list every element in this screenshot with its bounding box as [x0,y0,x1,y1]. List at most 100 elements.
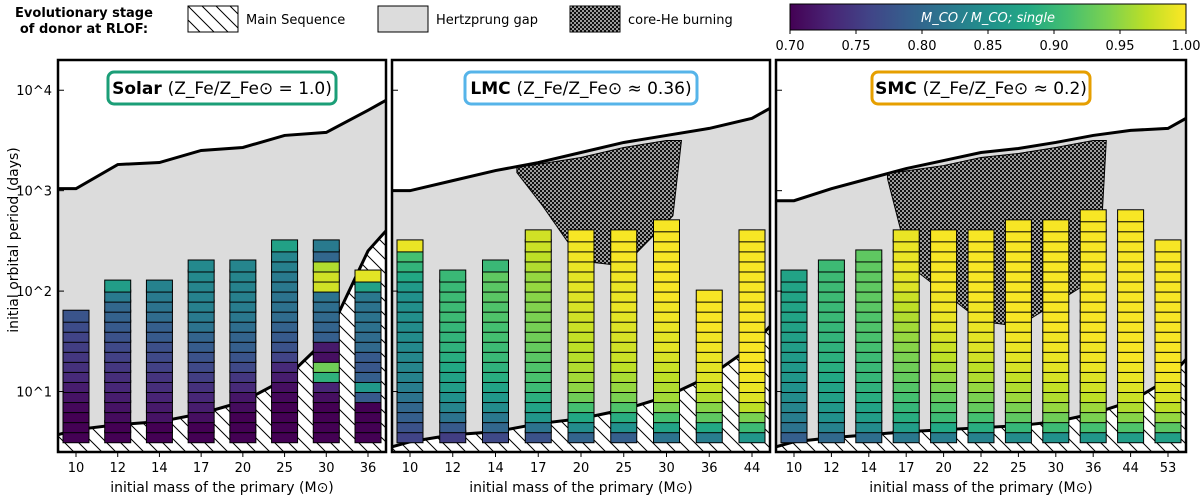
panel-frame [56,58,388,454]
x-tick-label: 36 [1085,461,1102,476]
model-box [817,259,845,273]
panel-plot-area [392,107,770,452]
x-tick-label: 20 [573,461,590,476]
y-tick-label: 10^3 [16,185,52,200]
model-box [738,229,766,243]
colorbar-tick-label: 0.85 [974,39,1003,54]
main-sequence-boundary-line [58,229,386,437]
model-box [482,259,509,273]
model-box [653,219,680,233]
panel-title-metallicity: (Z_Fe/Z_Fe⊙ ≈ 0.36) [517,79,692,99]
colorbar-gradient [789,3,1187,31]
x-tick-label: 10 [68,461,85,476]
colorbar-ticks: 0.70 0.75 0.80 0.85 0.90 0.95 1.00 [776,30,1200,54]
panel-title-name: LMC [470,79,516,99]
x-tick-label: 10 [402,461,419,476]
legend-hertzsprung-gap-swatch [377,5,429,33]
panel-title-box [463,70,699,106]
x-tick-label: 17 [530,461,547,476]
model-box [62,309,90,323]
panel-solar: 10 12 14 17 20 25 30 36 initial mass of the prim… [16,58,388,496]
model-box [695,289,723,303]
x-tick-label: 30 [658,461,675,476]
panel-title-box [106,70,338,106]
y-tick-label: 10^1 [16,386,52,401]
x-tick-label: 12 [109,461,126,476]
model-box [145,279,173,293]
legend-main-sequence-label: Main Sequence [246,13,345,28]
model-box [271,239,299,253]
x-tick-label: 44 [744,461,761,476]
x-tick-label: 12 [444,461,461,476]
x-tick-label: 25 [615,461,632,476]
panel-smc: 10 12 14 17 20 22 25 30 36 44 53 initial mass of th… [774,58,1188,496]
y-axis-label: initial orbital period (days) [6,147,22,332]
legend: Evolutionary stage of donor at RLOF: Mai… [15,5,733,37]
panel-title: Solar (Z_Fe/Z_Fe⊙ = 1.0) [112,79,332,99]
model-box [610,229,638,243]
model-box [567,229,595,243]
model-box [1004,219,1032,233]
x-tick-label: 14 [151,461,168,476]
model-box [439,269,467,283]
x-axis-label: initial mass of the primary (M⊙) [469,480,693,496]
colorbar: M_CO / M_CO; single 0.70 0.75 0.80 0.85 0.90… [776,3,1200,54]
colorbar-label: M_CO / M_CO; single [921,11,1055,26]
upper-boundary-line [58,98,386,191]
core-he-burning-region [516,139,683,267]
colorbar-tick-label: 0.90 [1040,39,1069,54]
model-box [229,259,257,273]
x-tick-label: 36 [360,461,377,476]
panel-title: SMC (Z_Fe/Z_Fe⊙ ≈ 0.2) [875,79,1087,99]
model-box [1154,239,1182,253]
y-tick-label: 10^2 [16,285,52,300]
x-tick-label: 30 [318,461,335,476]
x-tick-label: 14 [487,461,504,476]
legend-core-he-swatch [569,5,621,33]
x-tick-label: 44 [1122,461,1139,476]
x-tick-label: 22 [973,461,990,476]
legend-core-he-label: core-He burning [628,13,733,28]
x-tick-label: 53 [1160,461,1177,476]
colorbar-tick-label: 0.75 [842,39,871,54]
x-axis-label: initial mass of the primary (M⊙) [110,480,334,496]
colorbar-tick-label: 1.00 [1172,39,1200,54]
upper-boundary-line [392,107,770,193]
x-tick-label: 25 [276,461,293,476]
model-box [892,229,920,243]
panel-plot-area [776,117,1186,452]
panel-title-metallicity: (Z_Fe/Z_Fe⊙ = 1.0) [168,79,332,99]
panel-title-metallicity: (Z_Fe/Z_Fe⊙ ≈ 0.2) [923,79,1087,99]
model-box [1042,219,1070,233]
panel-title: LMC (Z_Fe/Z_Fe⊙ ≈ 0.36) [470,79,691,99]
model-box [312,239,340,253]
model-box [780,269,808,283]
x-tick-label: 36 [701,461,718,476]
model-box [104,279,132,293]
model-box [855,249,883,263]
legend-main-sequence-swatch [187,5,239,33]
x-tick-label: 20 [935,461,952,476]
x-tick-label: 20 [235,461,252,476]
model-box [354,269,382,283]
model-box [967,229,995,243]
model-box [1079,209,1107,223]
x-tick-label: 17 [193,461,210,476]
x-tick-label: 25 [1010,461,1027,476]
model-box [1117,209,1145,223]
hertzsprung-gap-region [58,100,386,435]
panel-plot-area [58,98,386,452]
model-box [930,229,958,243]
model-box [187,259,215,273]
x-tick-label: 17 [898,461,915,476]
panel-title-name: Solar [112,79,168,99]
x-tick-label: 30 [1048,461,1065,476]
y-tick-label: 10^4 [16,84,52,99]
x-tick-label: 14 [861,461,878,476]
x-tick-label: 10 [786,461,803,476]
panel-title-name: SMC [875,79,923,99]
panels: 10 12 14 17 20 25 30 36 initial mass of the prim… [16,58,1188,496]
model-box [524,229,552,243]
colorbar-tick-label: 0.95 [1106,39,1135,54]
